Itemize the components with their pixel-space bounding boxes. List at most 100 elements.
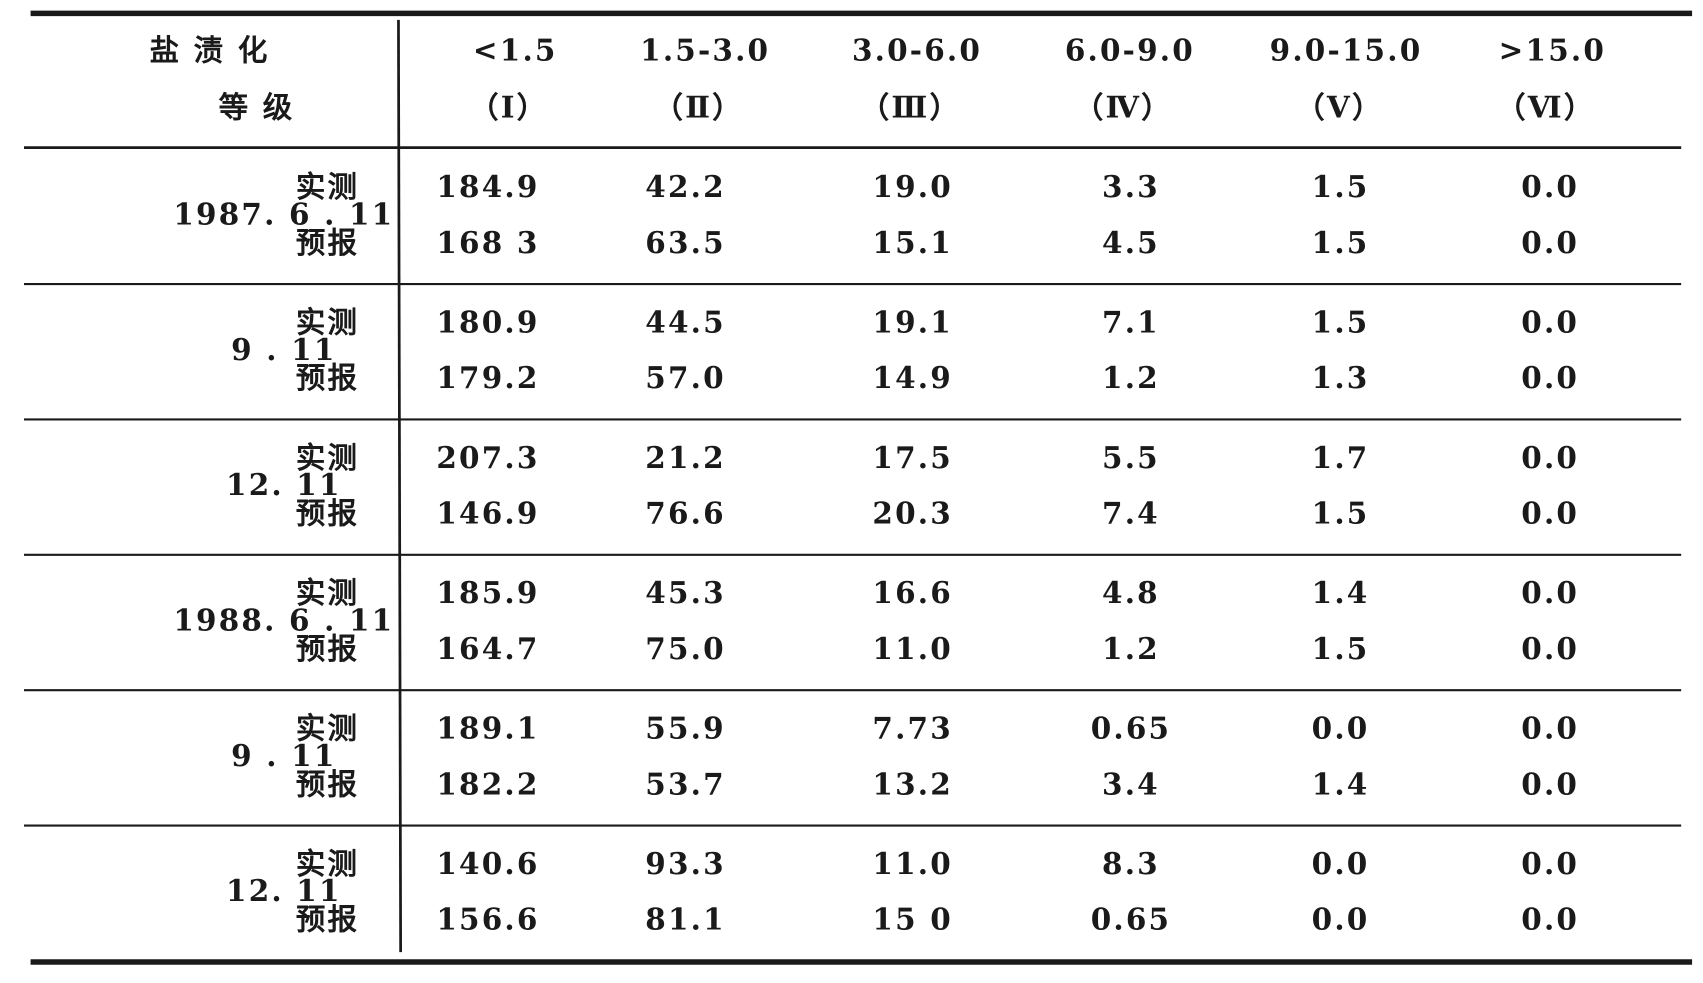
row-kind: 实测: [296, 440, 359, 475]
cell-value: 140.6: [436, 846, 539, 881]
cell-value: 93.3: [645, 846, 726, 881]
cell-value: 156.6: [436, 902, 539, 937]
cell-value: 1.7: [1312, 440, 1370, 475]
cell-value: 0.0: [1521, 169, 1579, 204]
row-kind: 实测: [296, 711, 359, 746]
column-range: <1.5: [473, 33, 558, 68]
cell-value: 0.0: [1521, 360, 1579, 395]
cell-value: 0.0: [1521, 575, 1579, 610]
cell-value: 7.73: [872, 711, 953, 746]
cell-value: 14.9: [872, 360, 953, 395]
row-kind: 预报: [296, 496, 359, 531]
cell-value: 164.7: [436, 631, 539, 666]
column-grade: （Ⅲ）: [860, 89, 961, 124]
cell-value: 0.65: [1091, 711, 1172, 746]
cell-value: 42.2: [645, 169, 726, 204]
cell-value: 8.3: [1102, 846, 1160, 881]
cell-value: 184.9: [436, 169, 539, 204]
cell-value: 1.3: [1312, 360, 1370, 395]
cell-value: 1.5: [1312, 304, 1370, 339]
date-label: 1987. 6 . 11: [173, 196, 394, 231]
cell-value: 168 3: [436, 225, 539, 260]
row-kind: 预报: [296, 631, 359, 666]
cell-value: 19.0: [872, 169, 953, 204]
cell-value: 207.3: [436, 440, 539, 475]
cell-value: 146.9: [436, 496, 539, 531]
cell-value: 75.0: [645, 631, 726, 666]
cell-value: 0.0: [1521, 846, 1579, 881]
cell-value: 1.5: [1312, 496, 1370, 531]
cell-value: 1.2: [1102, 360, 1160, 395]
column-range: >15.0: [1499, 33, 1606, 68]
cell-value: 11.0: [872, 631, 953, 666]
row-kind: 实测: [296, 846, 359, 881]
row-kind: 预报: [296, 360, 359, 395]
cell-value: 0.0: [1521, 766, 1579, 801]
cell-value: 7.1: [1102, 304, 1160, 339]
cell-value: 5.5: [1102, 440, 1160, 475]
column-range: 6.0-9.0: [1065, 33, 1195, 68]
header-label: 盐 渍 化: [150, 33, 270, 68]
cell-value: 0.0: [1521, 711, 1579, 746]
cell-value: 1.2: [1102, 631, 1160, 666]
column-divider: [397, 19, 403, 953]
cell-value: 16.6: [872, 575, 953, 610]
cell-value: 81.1: [645, 902, 726, 937]
cell-value: 45.3: [645, 575, 726, 610]
cell-value: 0.0: [1521, 902, 1579, 937]
cell-value: 0.0: [1521, 631, 1579, 666]
cell-value: 185.9: [436, 575, 539, 610]
column-range: 3.0-6.0: [852, 33, 982, 68]
cell-value: 7.4: [1102, 496, 1160, 531]
cell-value: 3.4: [1102, 766, 1160, 801]
cell-value: 1.4: [1312, 766, 1370, 801]
row-kind: 实测: [296, 304, 359, 339]
cell-value: 1.5: [1312, 631, 1370, 666]
row-kind: 预报: [296, 225, 359, 260]
cell-value: 180.9: [436, 304, 539, 339]
column-grade: （Ⅵ）: [1496, 89, 1595, 124]
cell-value: 15 0: [872, 902, 953, 937]
cell-value: 4.5: [1102, 225, 1160, 260]
row-kind: 预报: [296, 902, 359, 937]
cell-value: 189.1: [436, 711, 539, 746]
cell-value: 3.3: [1102, 169, 1160, 204]
date-label: 12. 11: [226, 873, 342, 908]
cell-value: 0.0: [1521, 496, 1579, 531]
column-grade: （Ⅴ）: [1295, 89, 1383, 124]
cell-value: 19.1: [872, 304, 953, 339]
cell-value: 179.2: [436, 360, 539, 395]
cell-value: 0.0: [1312, 846, 1370, 881]
cell-value: 76.6: [645, 496, 726, 531]
cell-value: 0.0: [1521, 304, 1579, 339]
cell-value: 63.5: [645, 225, 726, 260]
cell-value: 55.9: [645, 711, 726, 746]
cell-value: 1.5: [1312, 225, 1370, 260]
column-range: 9.0-15.0: [1270, 33, 1423, 68]
cell-value: 13.2: [872, 766, 953, 801]
cell-value: 0.0: [1312, 902, 1370, 937]
row-kind: 预报: [296, 766, 359, 801]
column-grade: （Ⅳ）: [1074, 89, 1173, 124]
date-label: 9 . 11: [231, 738, 336, 773]
cell-value: 1.4: [1312, 575, 1370, 610]
date-label: 12. 11: [226, 467, 342, 502]
date-label: 9 . 11: [231, 332, 336, 367]
row-kind: 实测: [296, 575, 359, 610]
column-grade: （Ⅱ）: [654, 89, 744, 124]
cell-value: 0.0: [1521, 225, 1579, 260]
header-label: 等 级: [219, 89, 295, 124]
cell-value: 0.0: [1312, 711, 1370, 746]
cell-value: 182.2: [436, 766, 539, 801]
cell-value: 11.0: [872, 846, 953, 881]
column-grade: （Ⅰ）: [469, 89, 548, 124]
cell-value: 44.5: [645, 304, 726, 339]
cell-value: 53.7: [645, 766, 726, 801]
cell-value: 4.8: [1102, 575, 1160, 610]
row-kind: 实测: [296, 169, 359, 204]
cell-value: 57.0: [645, 360, 726, 395]
cell-value: 15.1: [872, 225, 953, 260]
cell-value: 20.3: [872, 496, 953, 531]
